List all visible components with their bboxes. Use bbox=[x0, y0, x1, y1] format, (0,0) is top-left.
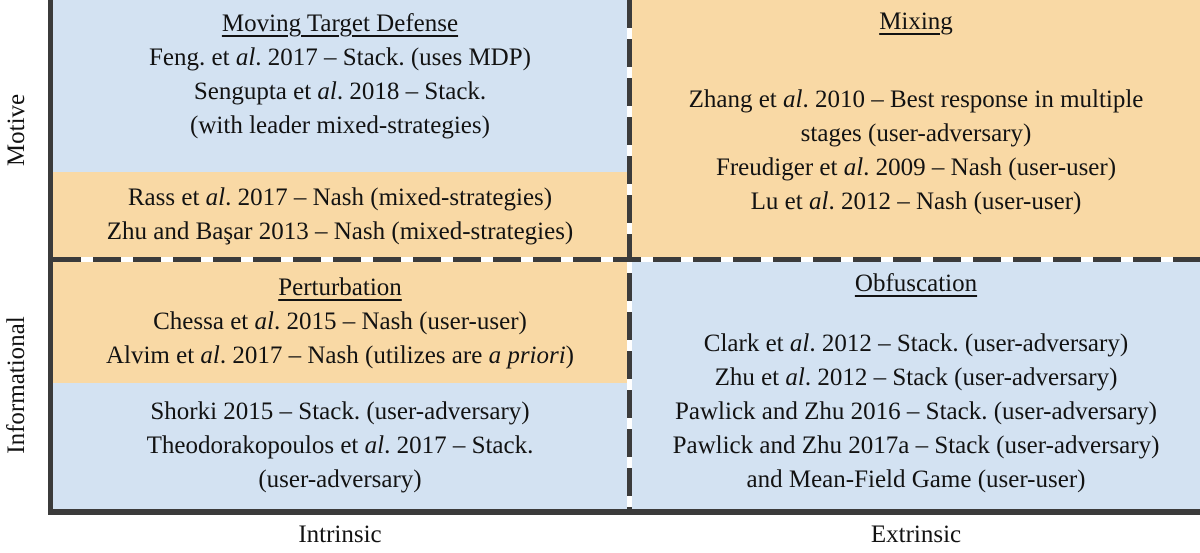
block-title: Perturbation bbox=[278, 274, 402, 301]
quadrant-top-left: Moving Target Defense Feng. et al. 2017 –… bbox=[53, 0, 627, 257]
block-moving-target-defense: Moving Target Defense Feng. et al. 2017 –… bbox=[53, 0, 627, 172]
block-obfuscation: Obfuscation Clark et al. 2012 – Stack. (u… bbox=[632, 262, 1200, 509]
citation-line: Rass et al. 2017 – Nash (mixed-strategie… bbox=[127, 183, 553, 211]
x-axis-label-intrinsic: Intrinsic bbox=[298, 521, 382, 548]
citation-line: Shorki 2015 – Stack. (user-adversary) bbox=[150, 398, 530, 425]
citation-line: Alvim et al. 2017 – Nash (utilizes are a… bbox=[105, 342, 574, 369]
citation-line: Clark et al. 2012 – Stack. (user-adversa… bbox=[703, 330, 1129, 357]
y-axis-label-informational: Informational bbox=[3, 316, 30, 454]
block-title: Obfuscation bbox=[854, 270, 978, 297]
block-bottom-left-blue: Shorki 2015 – Stack. (user-adversary) The… bbox=[53, 383, 627, 509]
citation-line: Chessa et al. 2015 – Nash (user-user) bbox=[153, 308, 527, 335]
block-title: Moving Target Defense bbox=[221, 10, 459, 37]
spacer bbox=[632, 301, 1200, 327]
citation-line: and Mean-Field Game (user-user) bbox=[746, 466, 1086, 493]
citation-line: Zhu and Başar 2013 – Nash (mixed-strateg… bbox=[106, 217, 574, 245]
citation-line: Pawlick and Zhu 2017a – Stack (user-adve… bbox=[672, 432, 1160, 459]
quadrant-bottom-right: Obfuscation Clark et al. 2012 – Stack. (u… bbox=[632, 262, 1200, 509]
citation-line: Zhu et al. 2012 – Stack (user-adversary) bbox=[714, 364, 1118, 391]
y-axis-label-motive: Motive bbox=[3, 93, 30, 167]
block-mixing: Mixing Zhang et al. 2010 – Best response … bbox=[632, 0, 1200, 257]
citation-line: Pawlick and Zhu 2016 – Stack. (user-adve… bbox=[675, 398, 1157, 425]
citation-line: stages (user-adversary) bbox=[800, 120, 1032, 147]
citation-line: (user-adversary) bbox=[258, 466, 422, 493]
plot-area: Moving Target Defense Feng. et al. 2017 –… bbox=[48, 0, 1200, 515]
quadrant-top-right: Mixing Zhang et al. 2010 – Best response … bbox=[632, 0, 1200, 257]
block-top-left-orange: Rass et al. 2017 – Nash (mixed-strategie… bbox=[53, 172, 627, 257]
block-title: Mixing bbox=[879, 8, 953, 35]
block-perturbation: Perturbation Chessa et al. 2015 – Nash (u… bbox=[53, 262, 627, 383]
vertical-dashed-divider bbox=[627, 0, 632, 509]
citation-line: Feng. et al. 2017 – Stack. (uses MDP) bbox=[149, 44, 531, 71]
citation-line: (with leader mixed-strategies) bbox=[190, 112, 490, 139]
horizontal-dashed-divider bbox=[53, 257, 1200, 262]
citation-line: Sengupta et al. 2018 – Stack. bbox=[193, 78, 487, 105]
quadrant-grid: Moving Target Defense Feng. et al. 2017 –… bbox=[53, 0, 1200, 509]
citation-line: Lu et al. 2012 – Nash (user-user) bbox=[750, 188, 1082, 215]
citation-line: Zhang et al. 2010 – Best response in mul… bbox=[688, 86, 1144, 113]
spacer bbox=[632, 39, 1200, 83]
quadrant-bottom-left: Perturbation Chessa et al. 2015 – Nash (u… bbox=[53, 262, 627, 509]
x-axis-label-extrinsic: Extrinsic bbox=[870, 521, 962, 548]
citation-line: Theodorakopoulos et al. 2017 – Stack. bbox=[146, 432, 534, 459]
citation-line: Freudiger et al. 2009 – Nash (user-user) bbox=[715, 154, 1117, 181]
